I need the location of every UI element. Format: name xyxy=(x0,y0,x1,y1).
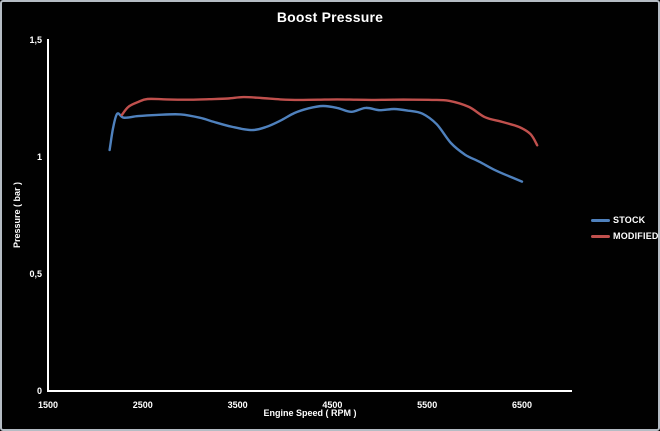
y-tick-label: 0,5 xyxy=(29,269,42,279)
legend-item-modified[interactable]: MODIFIED xyxy=(591,231,659,241)
y-axis-title: Pressure ( bar ) xyxy=(12,181,22,249)
y-tick-label: 0 xyxy=(37,386,42,396)
legend-item-stock[interactable]: STOCK xyxy=(591,215,658,225)
x-tick-label: 1500 xyxy=(38,400,58,410)
legend: STOCK MODIFIED xyxy=(591,215,659,241)
y-tick-label: 1,5 xyxy=(29,35,42,45)
stock-line-swatch xyxy=(591,218,610,222)
modified-line-swatch xyxy=(591,234,610,238)
legend-label-stock: STOCK xyxy=(613,215,646,225)
modified-line xyxy=(120,95,539,147)
x-tick-label: 6500 xyxy=(512,400,532,410)
legend-label-modified: MODIFIED xyxy=(613,231,659,241)
stock-line xyxy=(108,104,524,183)
x-tick-label: 5500 xyxy=(417,400,437,410)
x-tick-label: 3500 xyxy=(228,400,248,410)
x-tick-label: 4500 xyxy=(322,400,342,410)
x-tick-label: 2500 xyxy=(133,400,153,410)
x-axis-title: Engine Speed ( RPM ) xyxy=(263,408,357,418)
y-tick-label: 1 xyxy=(37,152,42,162)
chart-title: Boost Pressure xyxy=(276,9,384,25)
